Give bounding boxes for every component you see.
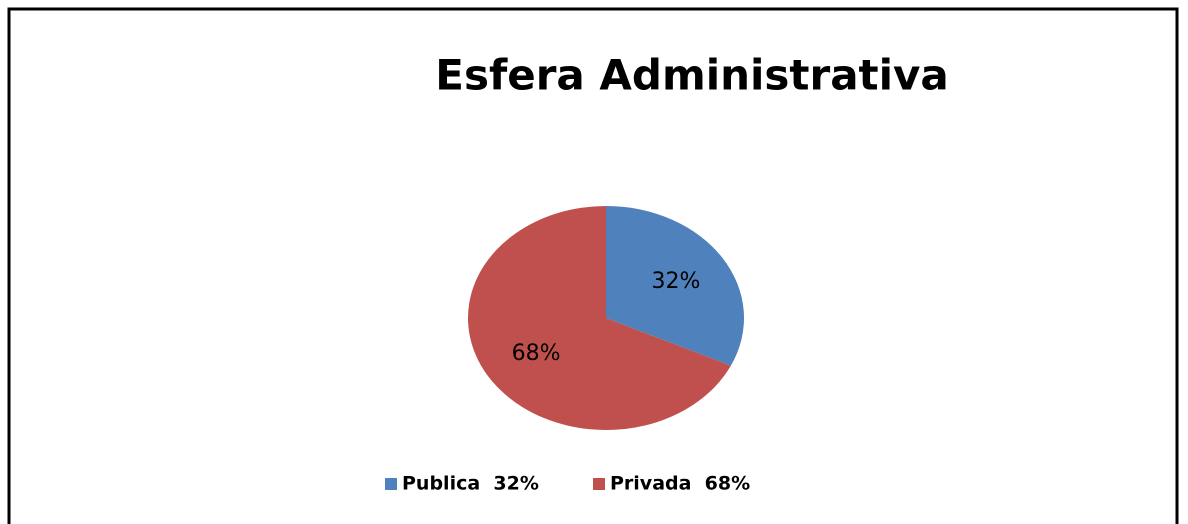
data-label: 68%	[512, 341, 561, 366]
data-label: 32%	[651, 269, 700, 294]
pie-slice	[606, 206, 744, 366]
legend-swatch	[593, 478, 605, 490]
legend-swatch	[385, 478, 397, 490]
pie-slice	[468, 206, 731, 431]
legend-label: Privada 68%	[610, 473, 750, 495]
legend-label: Publica 32%	[402, 473, 539, 495]
chart-title: Esfera Administrativa	[435, 51, 948, 100]
